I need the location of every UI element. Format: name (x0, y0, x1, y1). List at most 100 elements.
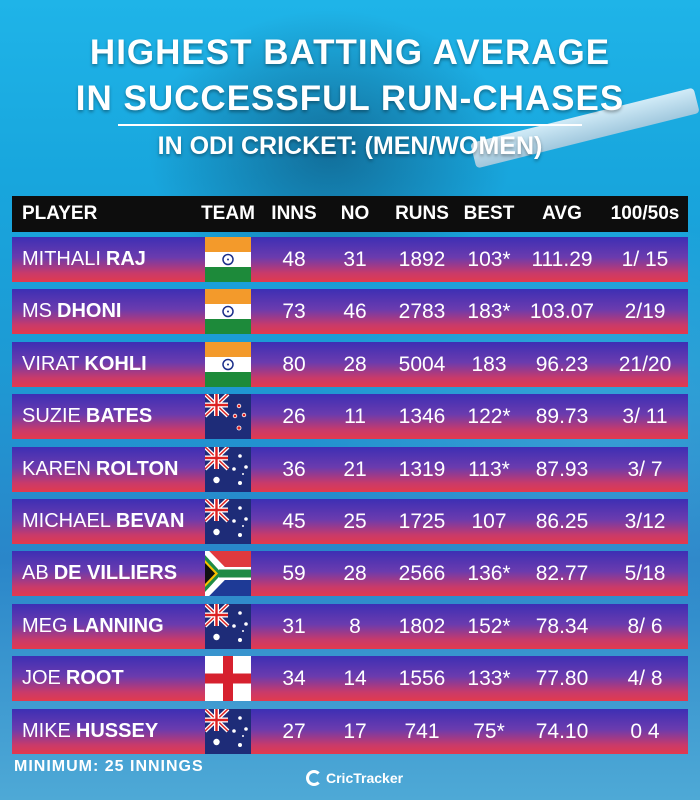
table-row: MITHALI RAJ 48 31 1892 103* 111.29 1/ 15 (12, 237, 688, 282)
runs-value: 1802 (398, 614, 446, 638)
crictracker-logo-text: CricTracker (326, 770, 404, 786)
header-no: NO (340, 203, 370, 224)
runs-value: 2566 (398, 561, 446, 585)
best-value: 107 (471, 509, 507, 533)
not-outs-value: 28 (343, 561, 367, 585)
player-name: MICHAEL BEVAN (22, 499, 192, 544)
table-row: MICHAEL BEVAN 45 25 1725 107 86.25 3/12 (12, 499, 688, 544)
best-value: 183* (467, 299, 511, 323)
player-name: JOE ROOT (22, 656, 192, 701)
minimum-innings-note: MINIMUM: 25 INNINGS (14, 758, 204, 775)
player-last-name: DE VILLIERS (53, 562, 178, 584)
title-line-2: IN SUCCESSFUL RUN-CHASES (75, 79, 625, 118)
hundreds-fifties-value: 21/20 (618, 352, 672, 376)
not-outs-value: 21 (343, 457, 367, 481)
best-value: 103* (467, 247, 511, 271)
header-inns: INNS (271, 203, 317, 224)
player-first-name: MS (22, 300, 52, 322)
team-cell (197, 709, 259, 754)
india-flag-icon (205, 342, 251, 387)
player-name: MIKE HUSSEY (22, 709, 192, 754)
player-last-name: BATES (85, 405, 153, 427)
player-name: VIRAT KOHLI (22, 342, 192, 387)
not-outs-value: 11 (344, 404, 366, 428)
not-outs-value: 31 (343, 247, 367, 271)
player-last-name: ROLTON (95, 458, 179, 480)
not-outs-value: 28 (343, 352, 367, 376)
avg-value: 89.73 (535, 404, 589, 428)
team-cell (197, 289, 259, 334)
player-name: KAREN ROLTON (22, 447, 192, 492)
team-cell (197, 342, 259, 387)
best-value: 152* (467, 614, 511, 638)
australia-flag-icon (205, 447, 251, 492)
player-name: SUZIE BATES (22, 394, 192, 439)
best-value: 183 (471, 352, 507, 376)
team-cell (197, 656, 259, 701)
best-value: 122* (467, 404, 511, 428)
best-value: 133* (467, 666, 511, 690)
inns-value: 45 (282, 509, 306, 533)
hundreds-fifties-value: 3/ 11 (622, 404, 668, 428)
player-last-name: LANNING (72, 615, 164, 637)
player-last-name: DHONI (57, 300, 122, 322)
avg-value: 87.93 (535, 457, 589, 481)
player-first-name: SUZIE (22, 405, 81, 427)
team-cell (197, 604, 259, 649)
hundreds-fifties-value: 8/ 6 (627, 614, 663, 638)
india-flag-icon (205, 289, 251, 334)
avg-value: 103.07 (529, 299, 595, 323)
table-row: MEG LANNING 31 8 1802 152* 78.34 8/ 6 (12, 604, 688, 649)
player-first-name: MITHALI (22, 248, 101, 270)
player-last-name: KOHLI (84, 353, 147, 375)
avg-value: 82.77 (535, 561, 589, 585)
avg-value: 86.25 (535, 509, 589, 533)
avg-value: 111.29 (531, 247, 593, 271)
player-first-name: AB (22, 562, 49, 584)
best-value: 75* (473, 719, 505, 743)
avg-value: 78.34 (535, 614, 589, 638)
inns-value: 26 (282, 404, 306, 428)
hundreds-fifties-value: 0 4 (630, 719, 660, 743)
table-row: KAREN ROLTON 36 21 1319 113* 87.93 3/ 7 (12, 447, 688, 492)
india-flag-icon (205, 237, 251, 282)
table-row: AB DE VILLIERS 59 28 2566 136* 82.77 5/18 (12, 551, 688, 596)
not-outs-value: 8 (349, 614, 361, 638)
crictracker-logo: CricTracker (306, 770, 403, 786)
avg-value: 77.80 (535, 666, 589, 690)
runs-value: 1892 (398, 247, 446, 271)
player-name: AB DE VILLIERS (22, 551, 192, 596)
subtitle: IN ODI CRICKET: (MEN/WOMEN) (117, 124, 583, 162)
team-cell (197, 237, 259, 282)
header-player: PLAYER (22, 203, 98, 224)
avg-value: 74.10 (535, 719, 589, 743)
australia-flag-icon (205, 604, 251, 649)
runs-value: 741 (404, 719, 440, 743)
team-cell (197, 499, 259, 544)
player-first-name: JOE (22, 667, 61, 689)
runs-value: 2783 (398, 299, 446, 323)
table-header: PLAYER TEAM INNS NO RUNS BEST AVG 100/50… (12, 196, 688, 232)
player-name: MS DHONI (22, 289, 192, 334)
inns-value: 27 (282, 719, 306, 743)
player-first-name: VIRAT (22, 353, 80, 375)
new-zealand-flag-icon (205, 394, 251, 439)
inns-value: 73 (282, 299, 306, 323)
best-value: 136* (467, 561, 511, 585)
hundreds-fifties-value: 3/ 7 (627, 457, 663, 481)
header-runs: RUNS (395, 203, 449, 224)
runs-value: 1725 (398, 509, 446, 533)
england-flag-icon (205, 656, 251, 701)
australia-flag-icon (205, 499, 251, 544)
not-outs-value: 14 (343, 666, 367, 690)
header-100-50s: 100/50s (610, 203, 680, 224)
runs-value: 1319 (398, 457, 446, 481)
best-value: 113* (468, 457, 510, 481)
inns-value: 80 (282, 352, 306, 376)
not-outs-value: 25 (343, 509, 367, 533)
table-row: VIRAT KOHLI 80 28 5004 183 96.23 21/20 (12, 342, 688, 387)
runs-value: 1346 (398, 404, 446, 428)
inns-value: 31 (282, 614, 306, 638)
hundreds-fifties-value: 1/ 15 (621, 247, 669, 271)
australia-flag-icon (205, 709, 251, 754)
